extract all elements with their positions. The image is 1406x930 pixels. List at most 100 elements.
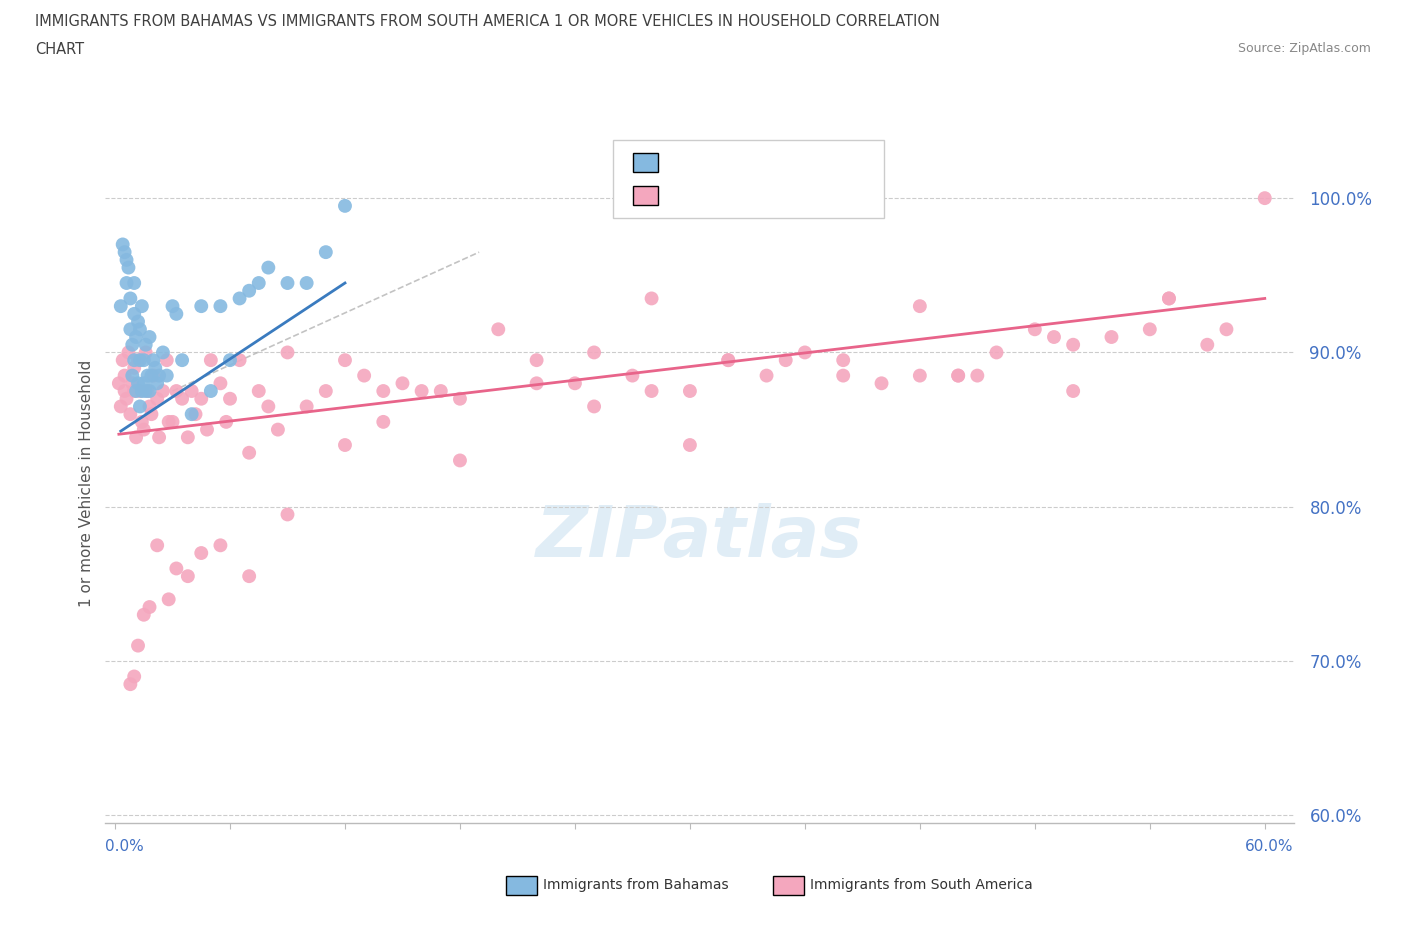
Point [793, 345, 815, 360]
Point [121, 368, 143, 383]
Point [141, 368, 163, 383]
Point [162, 415, 184, 430]
Point [238, 284, 260, 299]
Point [832, 368, 855, 383]
Point [111, 237, 134, 252]
Point [117, 260, 139, 275]
Point [180, 406, 202, 421]
Point [142, 368, 165, 383]
Point [1101, 329, 1123, 344]
Point [110, 299, 132, 313]
Point [295, 275, 318, 290]
Point [966, 368, 988, 383]
Point [136, 368, 159, 383]
Point [132, 376, 155, 391]
Point [122, 306, 145, 321]
Point [526, 352, 548, 367]
Text: Immigrants from South America: Immigrants from South America [810, 878, 1032, 893]
Point [1157, 291, 1180, 306]
Point [117, 345, 139, 360]
Point [122, 275, 145, 290]
Point [184, 406, 207, 421]
Point [195, 422, 218, 437]
Point [257, 399, 280, 414]
Point [333, 352, 356, 367]
Point [138, 399, 160, 414]
Point [755, 368, 778, 383]
Point [267, 422, 290, 437]
Point [129, 352, 152, 367]
Point [121, 376, 143, 391]
Point [276, 345, 298, 360]
Point [125, 329, 148, 344]
Point [146, 538, 169, 552]
Point [430, 383, 453, 398]
Point [373, 415, 395, 430]
Point [172, 392, 194, 406]
Point [129, 399, 152, 414]
Point [295, 399, 318, 414]
Text: Immigrants from Bahamas: Immigrants from Bahamas [543, 878, 728, 893]
Point [152, 383, 174, 398]
Point [148, 368, 170, 383]
Point [986, 345, 1008, 360]
Point [143, 361, 166, 376]
Point [127, 314, 149, 329]
Point [127, 638, 149, 653]
Point [775, 352, 797, 367]
Point [333, 438, 356, 453]
Point [146, 376, 169, 391]
Text: R =: R = [669, 188, 703, 203]
Point [228, 352, 250, 367]
Point [135, 345, 157, 360]
Point [146, 392, 169, 406]
Point [583, 345, 606, 360]
Point [276, 275, 298, 290]
Point [908, 299, 931, 313]
Point [209, 376, 232, 391]
Point [449, 392, 471, 406]
Point [200, 352, 222, 367]
Point [215, 415, 238, 430]
Point [165, 383, 187, 398]
Y-axis label: 1 or more Vehicles in Household: 1 or more Vehicles in Household [79, 360, 94, 607]
Point [127, 352, 149, 367]
Point [127, 376, 149, 391]
Point [135, 383, 157, 398]
Point [157, 415, 180, 430]
Point [247, 383, 270, 398]
Point [129, 322, 152, 337]
Point [832, 352, 855, 367]
Point [1062, 338, 1084, 352]
Point [114, 383, 136, 398]
Point [141, 406, 163, 421]
Point [125, 430, 148, 445]
Point [120, 291, 142, 306]
Point [122, 383, 145, 398]
Point [1024, 322, 1046, 337]
Point [129, 383, 152, 398]
Point [120, 322, 142, 337]
Point [315, 383, 337, 398]
Point [640, 383, 662, 398]
Point [526, 376, 548, 391]
Point [353, 368, 375, 383]
Point [142, 352, 165, 367]
Point [373, 383, 395, 398]
Point [121, 338, 143, 352]
Point [247, 275, 270, 290]
Point [333, 198, 356, 213]
Point [1062, 383, 1084, 398]
Point [640, 291, 662, 306]
Point [315, 245, 337, 259]
Point [1197, 338, 1219, 352]
Text: 105: 105 [801, 188, 834, 203]
Point [946, 368, 969, 383]
Point [138, 600, 160, 615]
Point [228, 291, 250, 306]
Point [190, 299, 212, 313]
Point [135, 338, 157, 352]
Point [165, 306, 187, 321]
Point [152, 345, 174, 360]
Text: ZIPatlas: ZIPatlas [536, 503, 863, 572]
